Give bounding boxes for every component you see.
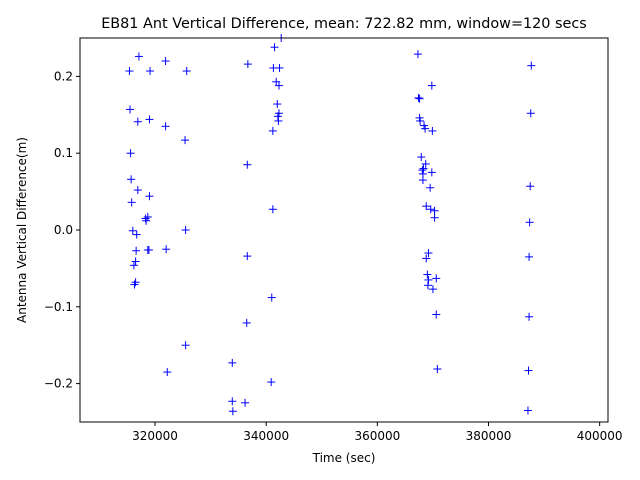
x-tick-label: 360000 (354, 429, 400, 443)
x-axis-ticks: 320000 340000 360000 380000 400000 (132, 422, 623, 443)
y-tick-label: 0.1 (54, 146, 73, 160)
data-point (133, 186, 142, 195)
chart-title: EB81 Ant Vertical Difference, mean: 722.… (101, 16, 587, 32)
data-points (125, 34, 536, 416)
data-point (421, 159, 430, 168)
data-point (181, 226, 190, 234)
data-point (525, 252, 534, 261)
x-tick-label: 380000 (466, 429, 512, 443)
data-point (243, 252, 252, 261)
data-point (243, 160, 252, 169)
data-point (131, 257, 140, 266)
data-point (181, 341, 190, 350)
y-tick-label: −0.1 (44, 300, 73, 314)
data-point (126, 149, 135, 158)
data-point (525, 218, 534, 227)
data-point (162, 245, 171, 254)
data-point (432, 310, 441, 319)
data-point (270, 43, 279, 52)
data-point (142, 216, 151, 225)
data-point (417, 153, 426, 162)
data-point (267, 293, 276, 302)
data-point (127, 175, 136, 184)
data-point (146, 67, 155, 76)
x-tick-label: 340000 (243, 429, 289, 443)
x-tick-label: 320000 (132, 429, 178, 443)
data-point (527, 61, 536, 70)
data-point (143, 212, 152, 221)
data-point (426, 205, 435, 214)
data-point (413, 50, 422, 59)
x-axis-label: Time (sec) (312, 451, 376, 465)
data-point (126, 105, 135, 114)
data-point (145, 192, 154, 201)
data-point (428, 285, 437, 294)
y-tick-label: −0.2 (44, 377, 73, 391)
data-point (423, 281, 432, 290)
x-tick-label: 400000 (577, 429, 623, 443)
data-point (163, 368, 172, 377)
data-point (426, 183, 435, 192)
data-point (523, 406, 532, 415)
data-point (243, 60, 252, 69)
y-axis-ticks: −0.2 −0.1 0.0 0.1 0.2 (44, 69, 80, 391)
data-point (418, 176, 427, 185)
y-tick-label: 0.0 (54, 223, 73, 237)
data-point (228, 358, 237, 367)
data-point (423, 270, 432, 279)
data-point (430, 206, 439, 215)
data-point (268, 205, 277, 214)
y-axis-label: Antenna Vertical Difference(m) (15, 137, 29, 323)
data-point (416, 116, 425, 125)
data-point (273, 100, 282, 109)
data-point (422, 254, 431, 263)
data-point (525, 312, 534, 321)
data-point (524, 366, 533, 375)
data-point (128, 226, 137, 235)
data-point (132, 246, 141, 255)
data-point (419, 164, 428, 173)
data-point (275, 63, 284, 72)
y-tick-label: 0.2 (54, 69, 73, 83)
data-point (415, 94, 424, 103)
data-point (421, 124, 430, 133)
data-point (274, 109, 283, 118)
data-point (526, 109, 535, 118)
data-point (132, 230, 141, 239)
data-point (127, 198, 136, 207)
data-point (228, 407, 237, 416)
data-point (228, 397, 237, 406)
data-point (129, 261, 138, 270)
data-point (424, 275, 433, 284)
data-point (161, 122, 170, 131)
data-point (414, 93, 423, 102)
data-point (241, 398, 250, 407)
data-point (268, 126, 277, 135)
data-point (427, 81, 436, 90)
data-point (131, 278, 140, 287)
data-point (428, 126, 437, 135)
data-point (274, 116, 283, 125)
data-point (427, 168, 436, 177)
data-point (145, 115, 154, 124)
data-point (125, 67, 134, 76)
data-point (242, 318, 251, 327)
data-point (433, 365, 442, 374)
data-point (181, 136, 190, 145)
data-point (144, 245, 153, 254)
data-point (267, 378, 276, 387)
data-point (422, 202, 431, 211)
data-point (134, 52, 143, 61)
data-point (526, 182, 535, 191)
data-point (424, 249, 433, 258)
data-point (274, 81, 283, 90)
data-point (432, 274, 441, 283)
data-point (182, 67, 191, 76)
data-point (418, 166, 427, 175)
data-point (430, 213, 439, 222)
data-point (161, 57, 170, 66)
data-point (133, 117, 142, 126)
